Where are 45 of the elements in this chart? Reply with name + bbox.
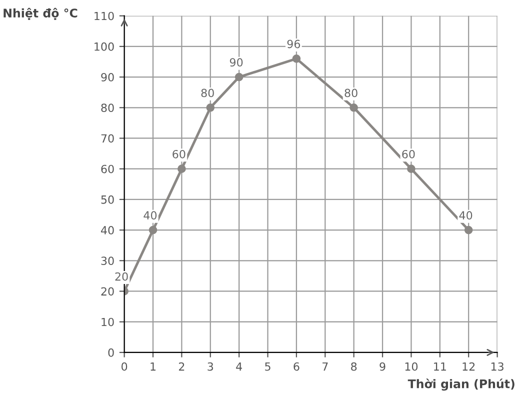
- x-tick-label: 1: [150, 362, 156, 371]
- point: [178, 164, 186, 174]
- x-tick-label: 0: [122, 362, 128, 371]
- y-tick-label: 50: [101, 195, 114, 204]
- x-tick-label: 6: [294, 362, 300, 371]
- point: [407, 164, 416, 174]
- y-tick-label: 80: [101, 104, 114, 112]
- x-tick-label: 12: [462, 362, 475, 371]
- x-tick-label: 4: [236, 362, 242, 371]
- x-tick-label: 3: [208, 362, 214, 371]
- point: [234, 72, 244, 82]
- point: [206, 103, 215, 112]
- x-tick-label: 13: [491, 362, 504, 371]
- data-label: 60: [402, 150, 415, 158]
- x-tick-label: 5: [265, 362, 270, 371]
- y-tick-label: 60: [101, 164, 114, 174]
- data-label: 90: [230, 58, 243, 67]
- x-tick-label: 10: [405, 362, 418, 371]
- x-tick-label: 8: [351, 362, 357, 371]
- point: [350, 103, 358, 112]
- y-tick-label: 20: [101, 287, 114, 296]
- y-tick-label: 0: [108, 348, 114, 357]
- y-tick-label: 70: [101, 134, 114, 143]
- x-tick-label: 2: [178, 362, 184, 371]
- data-label: 80: [344, 88, 358, 98]
- y-tick-label: 10: [102, 318, 114, 326]
- y-tick-label: 90: [101, 73, 114, 82]
- data-label: 40: [459, 211, 472, 220]
- point: [292, 54, 301, 63]
- y-tick-label: 100: [94, 42, 114, 51]
- y-tick-label: 30: [101, 256, 114, 266]
- y-axis-title: Nhiệt độ °C: [4, 8, 78, 20]
- x-axis-title: Thời gian (Phút): [408, 378, 514, 391]
- y-tick-label: 40: [101, 226, 114, 234]
- data-label: 40: [144, 211, 157, 220]
- data-label: 80: [201, 88, 214, 98]
- data-label: 20: [115, 272, 128, 281]
- point: [464, 226, 473, 234]
- y-tick-label: 110: [94, 12, 114, 20]
- x-tick-label: 11: [434, 362, 446, 371]
- x-tick-label: 7: [322, 362, 328, 371]
- point: [148, 226, 158, 234]
- data-label: 60: [172, 150, 186, 158]
- data-label: 96: [287, 40, 300, 48]
- x-tick-label: 9: [380, 362, 386, 371]
